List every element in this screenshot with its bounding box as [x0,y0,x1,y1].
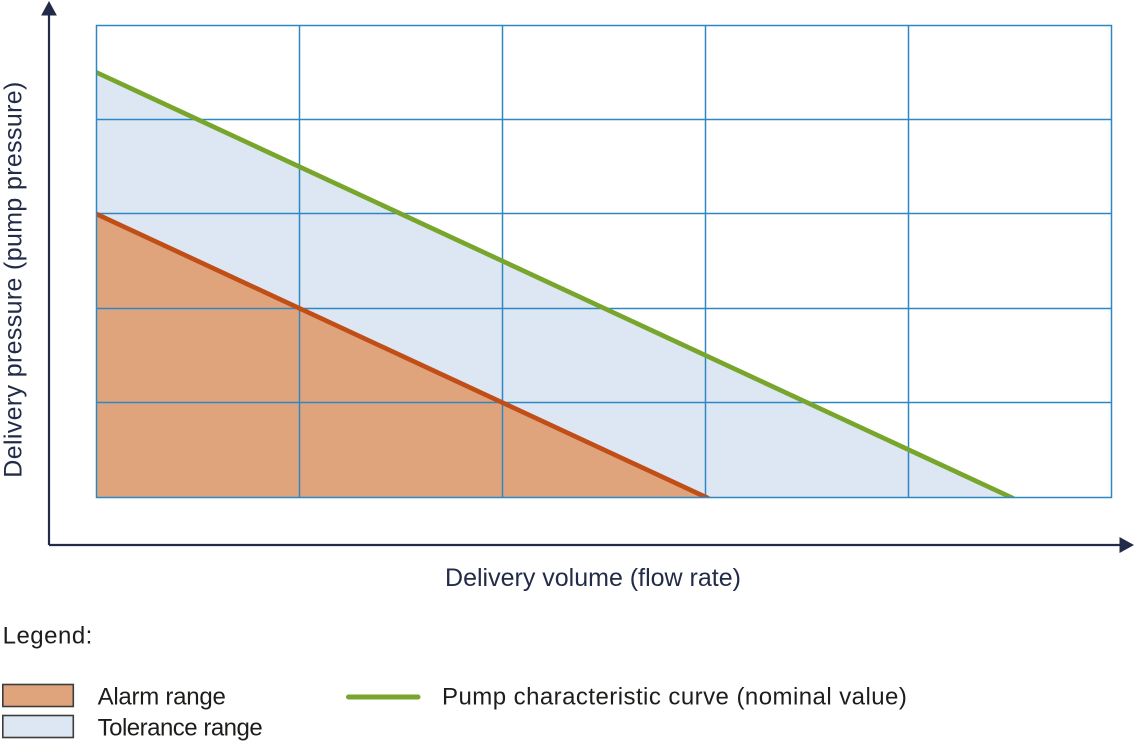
svg-text:Legend:: Legend: [3,623,93,650]
svg-text:Pump characteristic curve (nom: Pump characteristic curve (nominal value… [442,683,907,710]
svg-text:Delivery volume (flow rate): Delivery volume (flow rate) [445,564,741,592]
svg-text:Alarm range: Alarm range [98,683,226,710]
svg-text:Tolerance range: Tolerance range [98,714,263,741]
svg-text:Delivery pressure (pump pressu: Delivery pressure (pump pressure) [0,81,27,477]
